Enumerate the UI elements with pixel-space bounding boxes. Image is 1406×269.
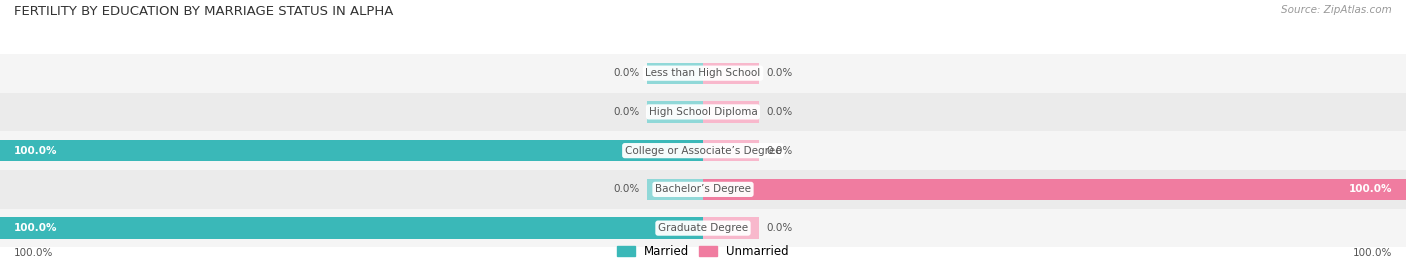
- Bar: [0, 54, 1406, 93]
- Text: FERTILITY BY EDUCATION BY MARRIAGE STATUS IN ALPHA: FERTILITY BY EDUCATION BY MARRIAGE STATU…: [14, 5, 394, 18]
- Text: Less than High School: Less than High School: [645, 68, 761, 78]
- Text: 0.0%: 0.0%: [613, 184, 640, 194]
- Text: 100.0%: 100.0%: [14, 146, 58, 156]
- Bar: [0, 140, 703, 161]
- Bar: [0, 209, 1406, 247]
- Text: 100.0%: 100.0%: [14, 223, 58, 233]
- Bar: [0, 131, 1406, 170]
- Bar: [703, 140, 759, 161]
- Text: College or Associate’s Degree: College or Associate’s Degree: [624, 146, 782, 156]
- Bar: [647, 179, 703, 200]
- Bar: [703, 101, 759, 123]
- Bar: [647, 101, 703, 123]
- Text: 100.0%: 100.0%: [1348, 184, 1392, 194]
- Bar: [703, 217, 759, 239]
- Bar: [703, 62, 759, 84]
- Text: Graduate Degree: Graduate Degree: [658, 223, 748, 233]
- Bar: [703, 179, 1406, 200]
- Text: Bachelor’s Degree: Bachelor’s Degree: [655, 184, 751, 194]
- Text: 0.0%: 0.0%: [766, 68, 793, 78]
- Text: 0.0%: 0.0%: [766, 107, 793, 117]
- Text: High School Diploma: High School Diploma: [648, 107, 758, 117]
- Legend: Married, Unmarried: Married, Unmarried: [613, 241, 793, 263]
- Text: Source: ZipAtlas.com: Source: ZipAtlas.com: [1281, 5, 1392, 15]
- Text: 0.0%: 0.0%: [766, 223, 793, 233]
- Text: 100.0%: 100.0%: [1353, 248, 1392, 258]
- Text: 0.0%: 0.0%: [766, 146, 793, 156]
- Text: 0.0%: 0.0%: [613, 68, 640, 78]
- Bar: [0, 93, 1406, 131]
- Text: 100.0%: 100.0%: [14, 248, 53, 258]
- Bar: [0, 170, 1406, 209]
- Text: 0.0%: 0.0%: [613, 107, 640, 117]
- Bar: [647, 62, 703, 84]
- Bar: [0, 217, 703, 239]
